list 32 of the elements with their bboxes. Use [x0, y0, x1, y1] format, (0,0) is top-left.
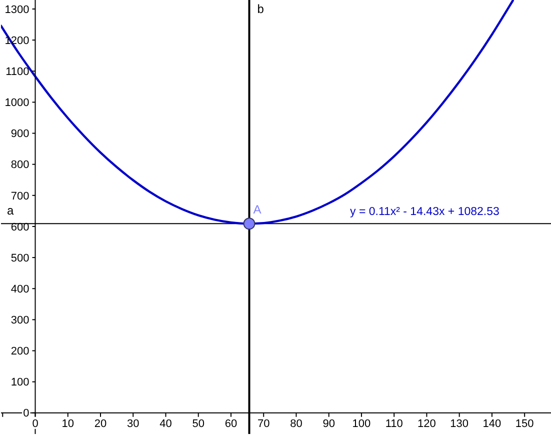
- y-tick-label: 300: [10, 314, 30, 327]
- x-tick-label: 100: [352, 418, 371, 430]
- y-tick-label: 100: [10, 376, 30, 389]
- x-tick-label: 130: [450, 418, 469, 430]
- x-tick-label: 140: [482, 418, 502, 430]
- y-tick-label: 1100: [6, 66, 30, 78]
- x-tick-label: 60: [224, 418, 238, 430]
- x-tick-label: 0: [32, 418, 38, 430]
- x-tick-label: 20: [94, 418, 107, 430]
- y-tick-label: 800: [10, 159, 30, 172]
- y-tick-label: 200: [10, 346, 30, 358]
- x-tick-label: 50: [192, 418, 204, 430]
- ref-line-label: a: [7, 204, 14, 218]
- x-tick-label: 30: [126, 418, 140, 430]
- x-tick-label: 10: [62, 418, 74, 430]
- series-label: y = 0.11x² - 14.43x + 1082.53: [350, 206, 500, 218]
- y-tick-label: 700: [10, 190, 30, 202]
- y-tick-label: 500: [10, 252, 30, 264]
- x-tick-label: 80: [290, 418, 302, 430]
- x-tick-label: 90: [322, 418, 335, 430]
- ref-line-label: b: [257, 2, 264, 16]
- x-tick-label: 120: [418, 418, 436, 430]
- series-label: A: [253, 202, 262, 217]
- y-tick-label: 1300: [4, 4, 30, 16]
- y-tick-label: 900: [10, 128, 30, 140]
- x-tick-label: 40: [160, 418, 172, 430]
- y-tick-label: 400: [10, 283, 30, 296]
- x-tick-label: 110: [385, 418, 403, 430]
- y-tick-label: 0: [23, 408, 30, 420]
- y-tick-label: 1000: [4, 97, 30, 110]
- x-tick-label: 150: [515, 418, 534, 430]
- x-tick-label: 70: [257, 418, 270, 430]
